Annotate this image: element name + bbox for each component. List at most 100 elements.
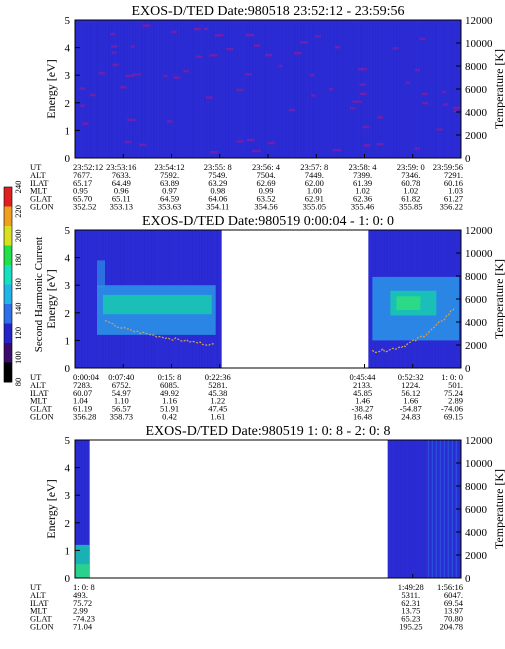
- panel-3: EXOS-D/TED Date:980519 1: 0: 8 - 2: 0: 8…: [30, 424, 505, 632]
- ephemeris-value: 23:56: 4: [252, 162, 281, 172]
- flux-spot: [210, 151, 219, 154]
- ephemeris-value: 7449.: [305, 170, 324, 180]
- texture-stripe: [432, 440, 435, 578]
- texture-stripe: [189, 20, 191, 158]
- ephemeris-value: -74.06: [441, 404, 463, 414]
- ephemeris-value: 65.23: [401, 614, 420, 624]
- texture-stripe: [441, 440, 444, 578]
- flux-spot: [392, 47, 399, 50]
- texture-stripe: [450, 440, 453, 578]
- flux-spot: [414, 68, 421, 72]
- ephemeris-value: 1.04: [73, 396, 89, 406]
- ephemeris-row-label: ILAT: [30, 388, 49, 398]
- y2-tick-label: 10000: [465, 248, 493, 260]
- ephemeris-value: 23:57: 8: [300, 162, 328, 172]
- flux-spot: [352, 100, 362, 103]
- texture-stripe: [450, 20, 452, 158]
- texture-stripe: [345, 20, 347, 158]
- texture-stripe: [357, 20, 359, 158]
- flux-spot: [173, 76, 181, 79]
- texture-stripe: [273, 20, 275, 158]
- texture-stripe: [132, 20, 134, 158]
- spectrogram: [75, 440, 462, 578]
- ephemeris-value: 5311.: [401, 590, 420, 600]
- flux-spot: [252, 149, 261, 153]
- flux-spot: [120, 86, 127, 89]
- texture-stripe: [435, 440, 438, 578]
- y2-tick-label: 6000: [465, 84, 488, 96]
- ephemeris-value: 1.66: [403, 396, 418, 406]
- texture-stripe: [165, 20, 167, 158]
- ephemeris-value: 54.97: [112, 388, 131, 398]
- ephemeris-value: 62.31: [401, 598, 420, 608]
- texture-stripe: [138, 20, 140, 158]
- y-tick-label: 0: [65, 573, 71, 585]
- ephemeris-value: 56.12: [401, 388, 420, 398]
- ephemeris-value: 1:49:28: [398, 582, 424, 592]
- ephemeris-value: 1.02: [403, 186, 418, 196]
- ephemeris-row-label: MLT: [30, 396, 48, 406]
- ephemeris-value: 61.39: [353, 178, 372, 188]
- flux-spot: [245, 73, 252, 76]
- ephemeris-row-label: UT: [30, 582, 42, 592]
- ephemeris-value: 1: 0: 8: [73, 582, 95, 592]
- flux-spot: [419, 37, 426, 41]
- flux-spot: [314, 35, 321, 38]
- y-tick-label: 1: [65, 335, 71, 347]
- y-tick-label: 3: [65, 280, 71, 292]
- flux-spot: [142, 24, 151, 27]
- texture-stripe: [318, 20, 320, 158]
- ephemeris-value: 7291.: [444, 170, 463, 180]
- ephemeris-value: 64.06: [208, 194, 227, 204]
- flux-spot: [358, 67, 367, 71]
- texture-stripe: [303, 20, 305, 158]
- texture-stripe: [87, 230, 89, 368]
- texture-stripe: [282, 20, 284, 158]
- texture-stripe: [195, 20, 197, 158]
- flux-spot: [332, 148, 341, 152]
- texture-stripe: [201, 20, 203, 158]
- ephemeris-row-label: UT: [30, 162, 42, 172]
- texture-stripe: [390, 440, 393, 578]
- flux-spot: [98, 71, 105, 75]
- ephemeris-row-label: GLAT: [30, 404, 53, 414]
- texture-stripe: [228, 20, 230, 158]
- texture-stripe: [252, 20, 254, 158]
- ephemeris-value: 23:55: 8: [204, 162, 232, 172]
- texture-stripe: [420, 440, 423, 578]
- spectrogram: [75, 230, 461, 368]
- ephemeris-value: 63.29: [208, 178, 227, 188]
- texture-stripe: [447, 20, 449, 158]
- flux-spot: [236, 88, 244, 92]
- ephemeris-value: 7399.: [353, 170, 372, 180]
- flux-spot: [334, 45, 340, 49]
- flux-spot: [110, 32, 116, 36]
- ephemeris-value: 352.52: [73, 202, 96, 212]
- flux-spot: [294, 52, 302, 55]
- texture-stripe: [333, 20, 335, 158]
- ephemeris-value: 23:58: 4: [348, 162, 377, 172]
- texture-stripe: [368, 230, 370, 368]
- colorbar-segment: [4, 304, 12, 324]
- ephemeris-value: 0:07:40: [108, 372, 134, 382]
- y-tick-label: 1: [65, 125, 71, 137]
- flux-spot: [442, 103, 449, 106]
- flux-spot: [300, 41, 308, 44]
- y2-tick-label: 4000: [465, 107, 488, 119]
- texture-stripe: [393, 20, 395, 158]
- texture-stripe: [351, 20, 353, 158]
- ephemeris-value: 6085.: [160, 380, 179, 390]
- texture-stripe: [396, 440, 399, 578]
- texture-stripe: [453, 440, 456, 578]
- flux-spot: [127, 118, 136, 122]
- y2-tick-label: 2000: [465, 550, 488, 562]
- y-tick-label: 4: [65, 43, 71, 55]
- flux-spot: [359, 92, 367, 96]
- texture-stripe: [219, 20, 221, 158]
- texture-stripe: [312, 20, 314, 158]
- flux-spot: [376, 142, 384, 146]
- y-tick-label: 2: [65, 518, 71, 530]
- texture-stripe: [366, 20, 368, 158]
- colorbar-segment: [4, 187, 12, 207]
